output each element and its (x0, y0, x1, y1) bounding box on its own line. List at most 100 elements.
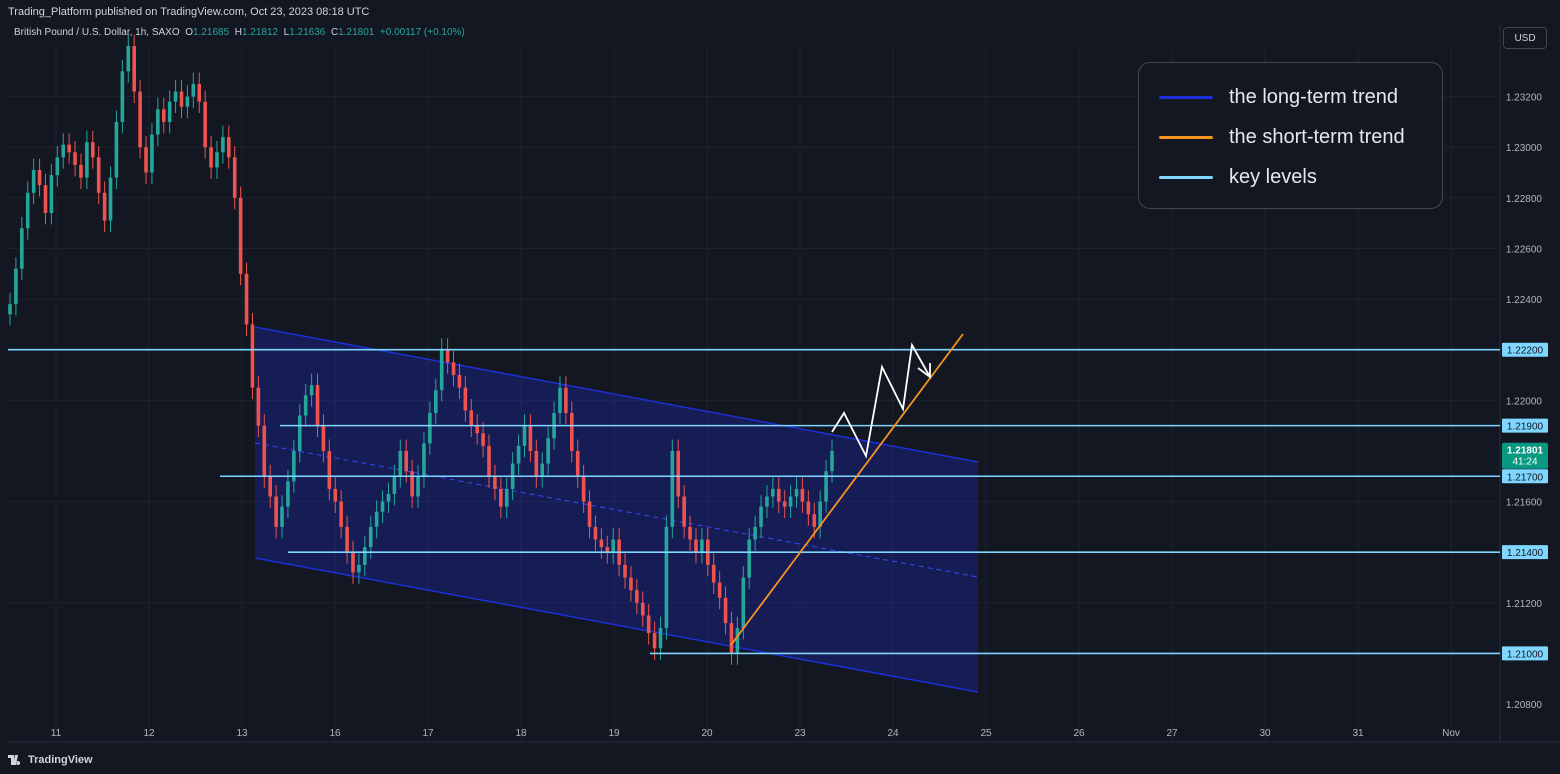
x-tick-label: 25 (980, 728, 992, 739)
current-price-countdown: 41:24 (1512, 457, 1537, 468)
candle-body (345, 526, 349, 553)
candle-body (256, 387, 261, 426)
candle-body (292, 450, 296, 482)
annotations (730, 333, 964, 646)
currency-button[interactable]: USD (1503, 27, 1547, 49)
candle-body (682, 496, 686, 527)
candle-body (96, 157, 101, 193)
candle-body (564, 387, 568, 413)
candle-body (581, 476, 586, 502)
candle-body (197, 83, 202, 102)
key-level-tag (1502, 342, 1548, 357)
candle-body (694, 539, 698, 553)
candle-body (321, 425, 326, 451)
candle-body (150, 134, 154, 173)
open-label: O (185, 27, 193, 38)
channel-fill (255, 327, 978, 692)
candle-body (161, 109, 166, 122)
candle-body (43, 185, 48, 214)
long-term-trend-channel (254, 326, 979, 693)
candle-body (676, 450, 681, 497)
low-value: 1.21636 (289, 27, 326, 38)
candle-body (433, 390, 438, 413)
candle-body (782, 501, 787, 507)
published-header: Trading_Platform published on TradingVie… (0, 0, 1560, 24)
candle-body (102, 192, 107, 221)
symbol-name: British Pound / U.S. Dollar, 1h, SAXO (14, 27, 180, 38)
candle-body (830, 450, 834, 472)
candle-body (635, 590, 639, 603)
y-tick-label: 1.22800 (1506, 194, 1543, 205)
candle-body (670, 450, 675, 527)
candle-body (812, 514, 817, 527)
candle-body (753, 526, 757, 540)
x-tick-label: 27 (1166, 728, 1178, 739)
candle-body (534, 450, 539, 477)
x-tick-label: 17 (422, 728, 434, 739)
candle-body (173, 91, 178, 102)
legend-swatch-key-levels (1159, 176, 1213, 179)
candle-body (599, 539, 604, 548)
y-tick-label: 1.23000 (1506, 143, 1543, 154)
x-tick-label: 30 (1259, 728, 1271, 739)
key-level-label: 1.21000 (1507, 649, 1544, 660)
candle-body (475, 425, 479, 434)
change-value: +0.00117 (+0.10%) (379, 27, 465, 38)
candle-body (238, 197, 243, 274)
current-price-value: 1.21801 (1507, 446, 1544, 457)
x-tick-label: 26 (1073, 728, 1085, 739)
y-tick-label: 1.22600 (1506, 244, 1543, 255)
legend-item-key-levels: key levels (1159, 166, 1317, 189)
candle-body (14, 268, 18, 305)
candle-body (487, 445, 491, 477)
candle-body (167, 101, 172, 122)
candle-body (451, 362, 456, 376)
candle-body (90, 142, 95, 158)
key-level-tag (1502, 469, 1548, 484)
candle-body (428, 412, 432, 444)
candle-body (191, 83, 196, 97)
candle-body (286, 481, 290, 507)
channel-lower-line (254, 557, 979, 693)
candle-body (569, 412, 574, 451)
candle-body (629, 577, 633, 591)
candlestick-series (8, 34, 834, 665)
y-tick-label: 1.21600 (1506, 498, 1543, 509)
candle-body (114, 121, 119, 178)
candle-body (824, 471, 828, 502)
footer-brand: TradingView (28, 754, 93, 766)
y-tick-label: 1.22000 (1506, 396, 1543, 407)
high-label: H (234, 27, 242, 38)
low-label: L (283, 27, 290, 38)
close-label: C (330, 27, 339, 38)
candle-body (540, 463, 545, 477)
candle-body (274, 496, 278, 527)
high-value: 1.21812 (241, 27, 279, 38)
candle-body (392, 476, 397, 494)
candle-body (469, 410, 474, 426)
candle-body (711, 564, 716, 583)
x-tick-label: 19 (608, 728, 620, 739)
candle-body (31, 170, 36, 193)
candle-body (623, 564, 627, 578)
candle-body (8, 304, 12, 315)
legend-item-long-term: the long-term trend (1159, 86, 1398, 109)
legend-swatch-short-term (1159, 136, 1213, 139)
candle-body (262, 425, 267, 477)
projected-path (831, 342, 931, 459)
candle-body (806, 501, 811, 515)
candle-body (416, 476, 420, 497)
y-tick-label: 1.22400 (1506, 295, 1543, 306)
candle-body (386, 493, 391, 502)
legend-item-short-term: the short-term trend (1159, 126, 1405, 149)
candle-body (85, 142, 89, 178)
symbol-info: British Pound / U.S. Dollar, 1h, SAXO O 1… (14, 27, 465, 38)
candle-body (723, 597, 728, 624)
candle-body (138, 91, 142, 148)
candle-body (611, 539, 615, 553)
candle-body (587, 501, 592, 527)
x-tick-label: 18 (515, 728, 527, 739)
key-level-label: 1.21900 (1507, 422, 1544, 433)
candle-body (368, 526, 373, 548)
